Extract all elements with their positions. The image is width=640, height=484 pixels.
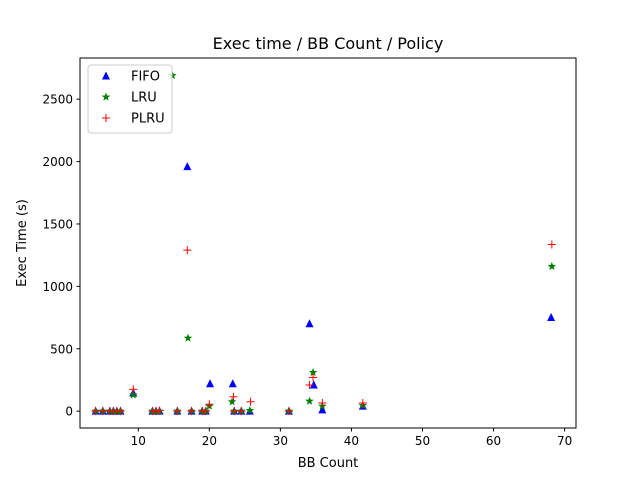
legend-label: LRU	[131, 91, 157, 106]
data-point-fifo	[183, 162, 192, 171]
data-point-plru	[173, 407, 182, 416]
legend: FIFO LRU PLRU	[87, 64, 173, 134]
y-tick-label: 1500	[42, 217, 73, 231]
data-point-fifo	[547, 313, 556, 322]
data-point-fifo	[309, 380, 318, 389]
data-point-lru	[308, 367, 318, 377]
y-axis-label: Exec Time (s)	[15, 199, 30, 287]
data-point-plru	[229, 392, 238, 401]
x-tick-label: 20	[202, 434, 217, 448]
data-point-plru	[358, 399, 367, 408]
data-point-plru	[246, 397, 255, 406]
y-axis-ticks: 0 500 1000 1500 2000 2500	[42, 93, 80, 419]
y-tick-label: 2000	[42, 155, 73, 169]
data-point-fifo	[318, 405, 327, 414]
x-tick-label: 60	[486, 434, 501, 448]
data-point-lru	[245, 406, 255, 415]
data-point-lru	[305, 396, 314, 405]
x-tick-label: 70	[557, 434, 572, 448]
data-point-plru	[318, 399, 327, 408]
data-points	[91, 70, 557, 416]
data-point-plru	[183, 246, 192, 255]
y-tick-label: 2500	[42, 93, 73, 107]
x-axis-label: BB Count	[298, 456, 359, 471]
legend-entry-lru: LRU	[101, 91, 157, 106]
data-point-plru	[201, 407, 210, 416]
data-point-plru	[91, 407, 100, 416]
x-tick-label: 50	[415, 434, 430, 448]
y-tick-label: 500	[50, 342, 73, 356]
legend-marker-plru	[102, 114, 110, 122]
data-point-fifo	[228, 379, 237, 388]
x-tick-label: 30	[273, 434, 288, 448]
data-point-plru	[284, 407, 293, 416]
data-point-plru	[230, 407, 239, 416]
data-point-plru	[547, 240, 556, 249]
data-point-plru	[309, 373, 318, 382]
x-tick-label: 40	[344, 434, 359, 448]
legend-entry-fifo: FIFO	[102, 70, 160, 85]
legend-marker-lru	[101, 92, 111, 101]
x-tick-label: 10	[131, 434, 146, 448]
data-point-lru	[129, 390, 138, 399]
x-axis-ticks: 10 20 30 40 50 60 70	[131, 428, 572, 448]
data-point-plru	[155, 406, 164, 415]
data-point-plru	[237, 407, 246, 416]
data-point-plru	[129, 385, 138, 394]
legend-marker-fifo	[102, 71, 110, 80]
y-tick-label: 1000	[42, 280, 73, 294]
data-point-fifo	[206, 379, 215, 388]
data-point-plru	[98, 407, 107, 416]
y-tick-label: 0	[65, 405, 73, 419]
legend-label: PLRU	[131, 112, 165, 127]
data-point-fifo	[305, 319, 314, 328]
legend-box	[87, 64, 173, 134]
data-point-lru	[183, 333, 193, 342]
data-point-plru	[116, 407, 125, 416]
data-point-lru	[227, 397, 237, 406]
chart-title: Exec time / BB Count / Policy	[213, 34, 444, 53]
data-point-plru	[152, 407, 161, 416]
series-plru	[91, 240, 556, 416]
legend-label: FIFO	[131, 70, 160, 85]
legend-entry-plru: PLRU	[102, 112, 165, 127]
data-point-lru	[547, 261, 557, 271]
data-point-plru	[305, 380, 314, 389]
plot-frame	[79, 57, 577, 429]
data-point-plru	[187, 407, 196, 416]
data-point-plru	[205, 400, 214, 409]
